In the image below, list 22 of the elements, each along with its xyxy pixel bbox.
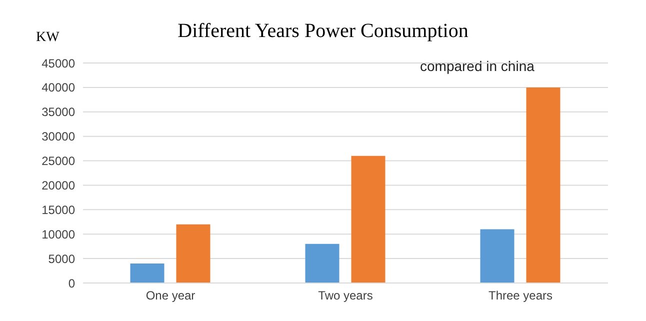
x-tick-label: Two years <box>318 288 373 303</box>
bar <box>480 229 514 283</box>
y-tick-label: 5000 <box>48 252 76 266</box>
y-tick-label: 45000 <box>42 56 76 70</box>
y-tick-label: 20000 <box>42 178 76 192</box>
y-tick-label: 40000 <box>42 80 76 95</box>
y-axis-title: KW <box>36 30 60 46</box>
x-tick-label: Three years <box>488 288 553 303</box>
chart-title: Different Years Power Consumption <box>178 20 468 42</box>
bar <box>130 263 164 283</box>
y-tick-label: 30000 <box>42 130 76 144</box>
bar <box>526 87 560 283</box>
annotation: compared in china <box>420 58 534 74</box>
y-tick-label: 10000 <box>42 227 76 242</box>
x-tick-label: One year <box>146 288 196 303</box>
y-tick-label: 15000 <box>42 202 76 217</box>
y-tick-label: 25000 <box>42 154 76 168</box>
y-tick-label: 35000 <box>42 105 76 120</box>
bar <box>305 244 340 283</box>
y-tick-label: 0 <box>68 276 76 290</box>
bar <box>351 156 386 283</box>
bar <box>176 224 210 283</box>
